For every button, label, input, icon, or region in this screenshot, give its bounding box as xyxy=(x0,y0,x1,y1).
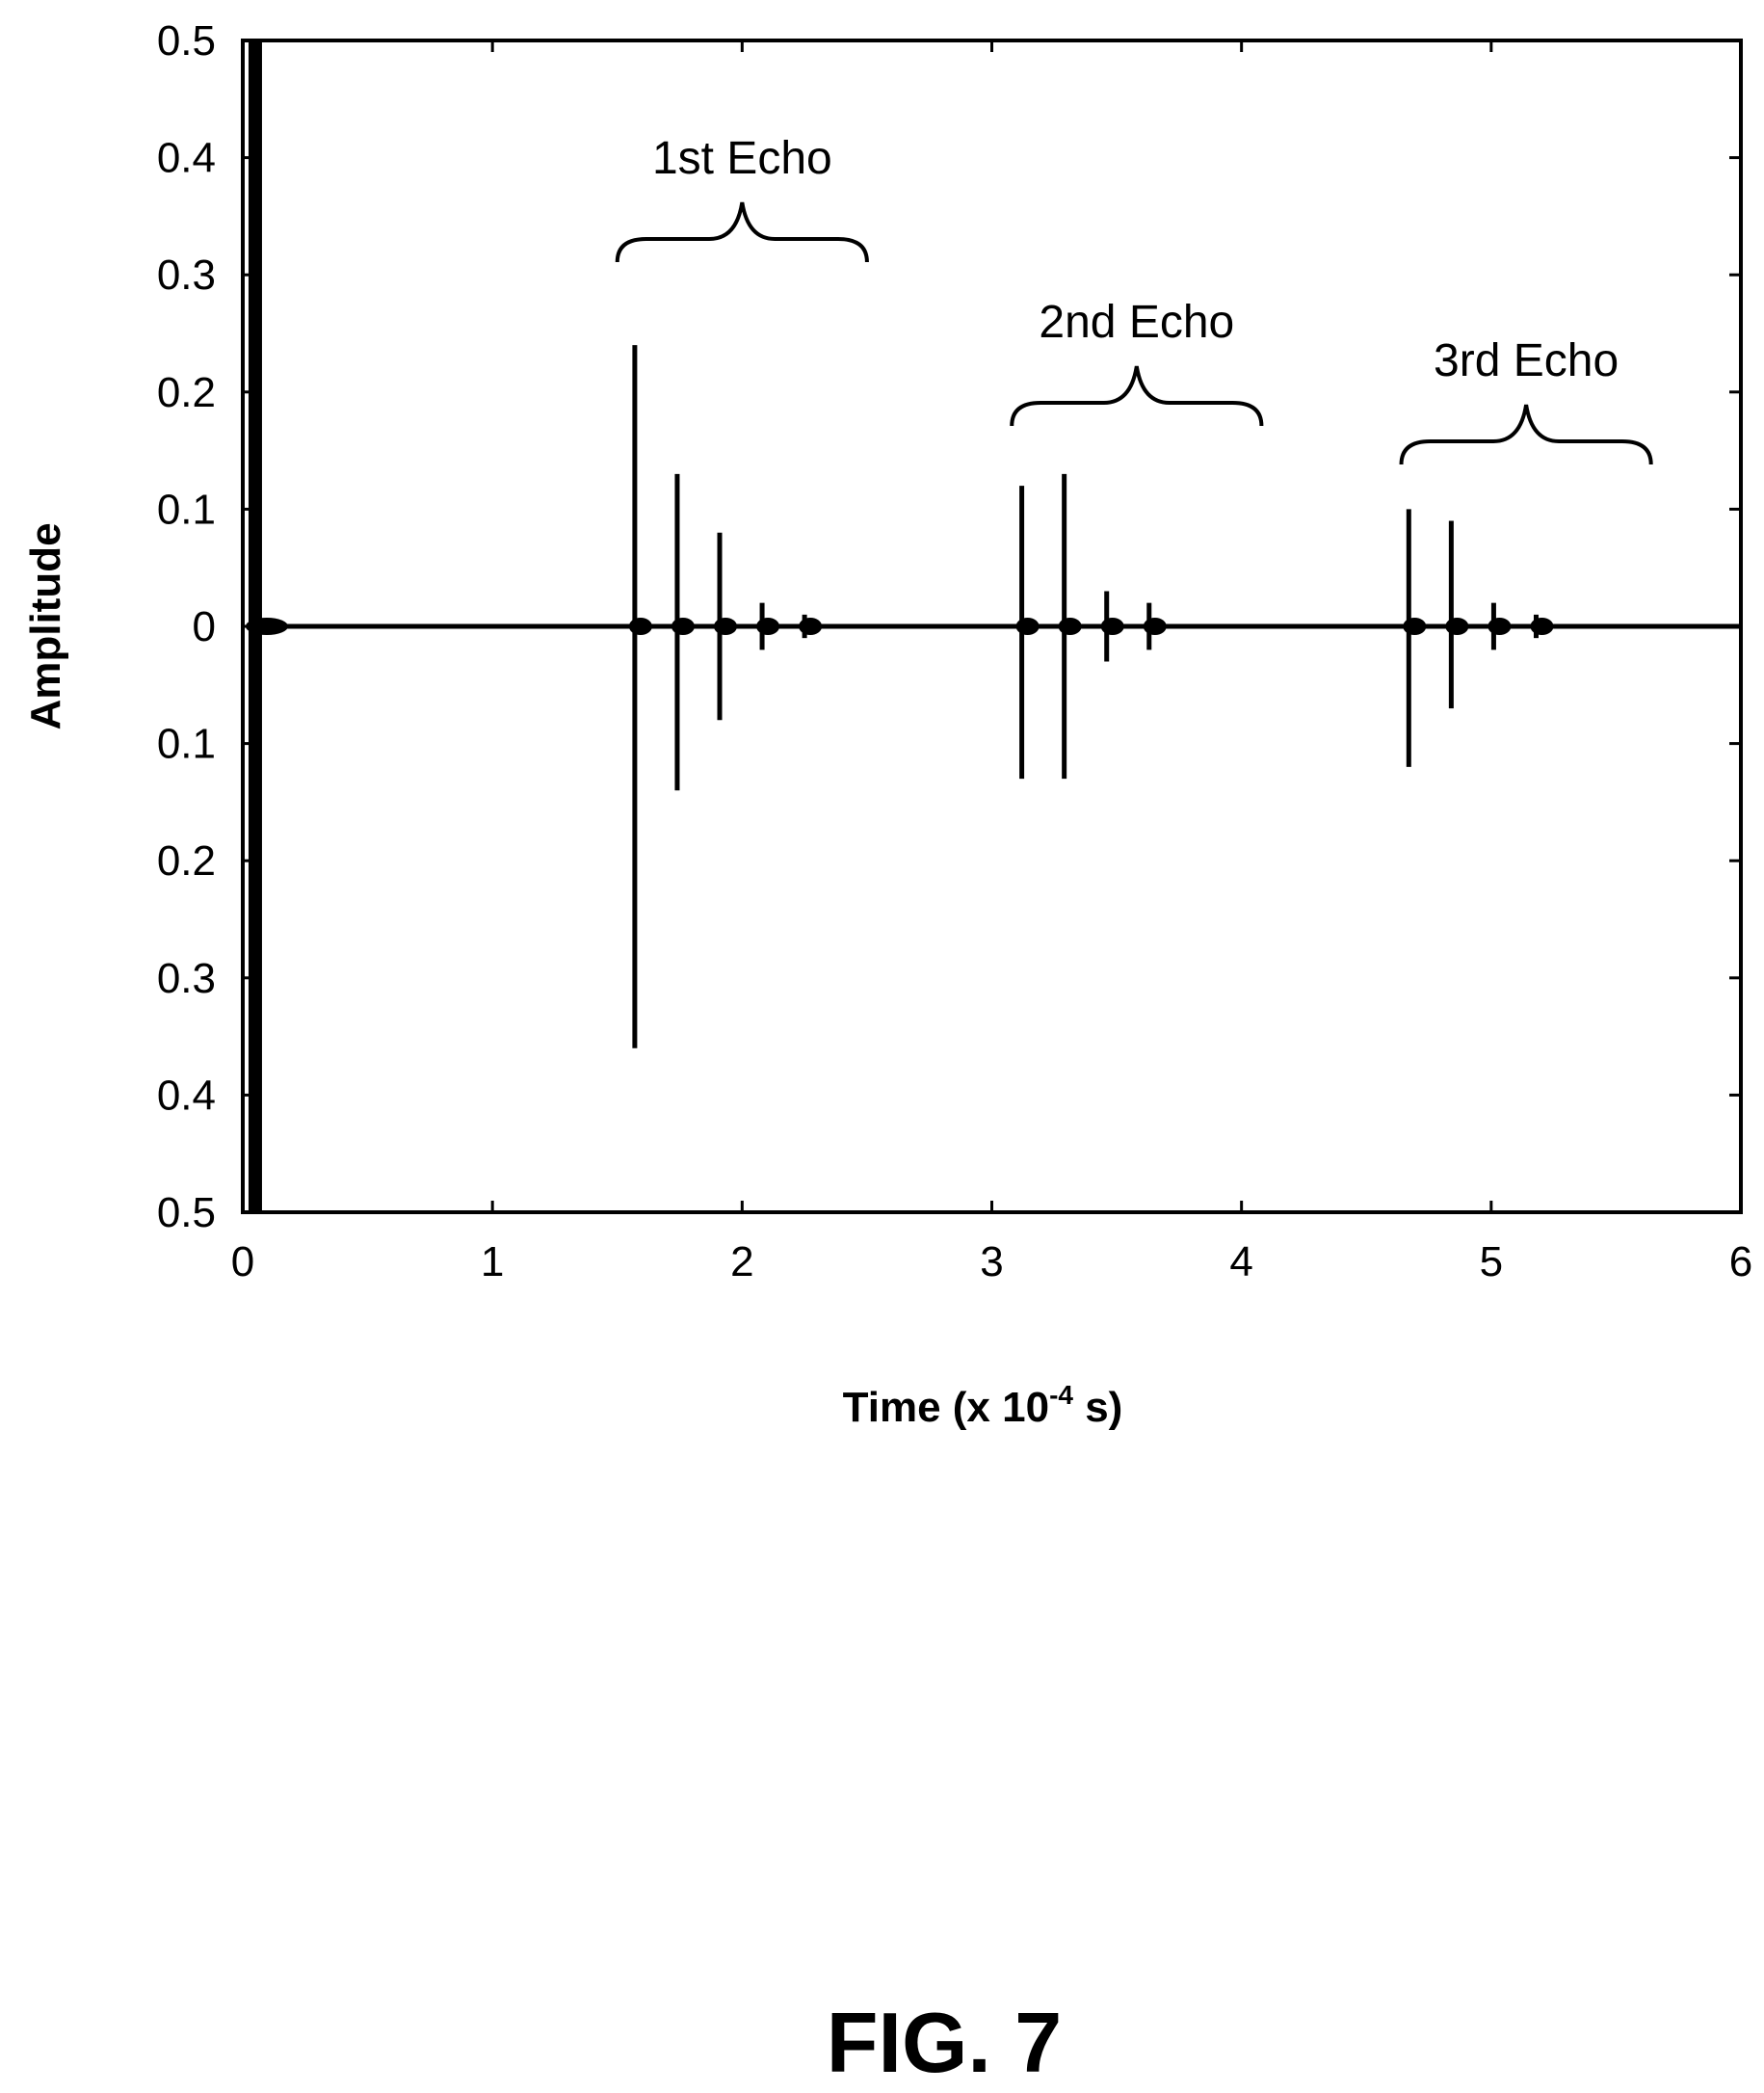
y-tick-label: 0.4 xyxy=(157,1072,216,1119)
x-axis-ticks: 0 1 2 3 4 5 6 xyxy=(231,40,1752,1285)
echo-brace xyxy=(1399,404,1653,465)
x-tick-label: 6 xyxy=(1729,1238,1752,1285)
y-tick-label: 0.3 xyxy=(157,252,216,299)
figure-label: FIG. 7 xyxy=(827,1995,1063,2090)
y-axis-title: Amplitude xyxy=(22,522,69,729)
signal-trace xyxy=(245,40,1741,1212)
pulse-ringdown xyxy=(756,618,780,635)
pulse-ringdown xyxy=(1530,618,1554,635)
x-tick-label: 5 xyxy=(1480,1238,1503,1285)
x-tick-label: 0 xyxy=(231,1238,254,1285)
y-tick-label: 0.1 xyxy=(157,721,216,768)
y-tick-label: 0.3 xyxy=(157,955,216,1002)
y-tick-label: 0.5 xyxy=(157,17,216,65)
pulse-ringdown xyxy=(245,618,288,635)
echo-label: 3rd Echo xyxy=(1434,335,1619,386)
pulse-ringdown xyxy=(1403,618,1427,635)
x-axis-title-exponent: -4 xyxy=(1049,1380,1073,1410)
echo-brace xyxy=(1010,365,1264,427)
pulse-ringdown xyxy=(671,618,695,635)
y-tick-label: 0 xyxy=(193,603,216,650)
pulse-ringdown xyxy=(1015,618,1040,635)
pulse-ringdown xyxy=(714,618,738,635)
echo-annotations: 1st Echo 2nd Echo 3rd Echo xyxy=(615,133,1653,465)
echo-label: 2nd Echo xyxy=(1039,297,1234,348)
pulse-ringdown xyxy=(1445,618,1469,635)
x-tick-label: 1 xyxy=(481,1238,504,1285)
y-axis-ticks: 0.5 0.4 0.3 0.2 0.1 0 0.1 0.2 0.3 0.4 0.5 xyxy=(157,17,1741,1236)
y-tick-label: 0.2 xyxy=(157,837,216,885)
x-axis-title: Time (x 10-4 s) xyxy=(843,1380,1123,1431)
x-tick-label: 4 xyxy=(1229,1238,1252,1285)
pulse-ringdown xyxy=(628,618,652,635)
y-tick-label: 0.1 xyxy=(157,486,216,533)
pulse-ringdown xyxy=(1143,618,1167,635)
pulse-ringdown xyxy=(799,618,823,635)
x-tick-label: 2 xyxy=(730,1238,753,1285)
echo-brace xyxy=(615,201,869,263)
x-axis-title-main: Time (x 10 xyxy=(843,1384,1049,1431)
echo-label: 1st Echo xyxy=(652,133,832,184)
y-tick-label: 0.4 xyxy=(157,135,216,182)
y-tick-label: 0.2 xyxy=(157,369,216,416)
y-tick-label: 0.5 xyxy=(157,1189,216,1236)
pulse-ringdown xyxy=(1100,618,1124,635)
x-axis-title-suffix: s) xyxy=(1073,1384,1122,1431)
pulse-ringdown xyxy=(1058,618,1082,635)
x-tick-label: 3 xyxy=(980,1238,1003,1285)
pulse-ringdown xyxy=(1488,618,1512,635)
